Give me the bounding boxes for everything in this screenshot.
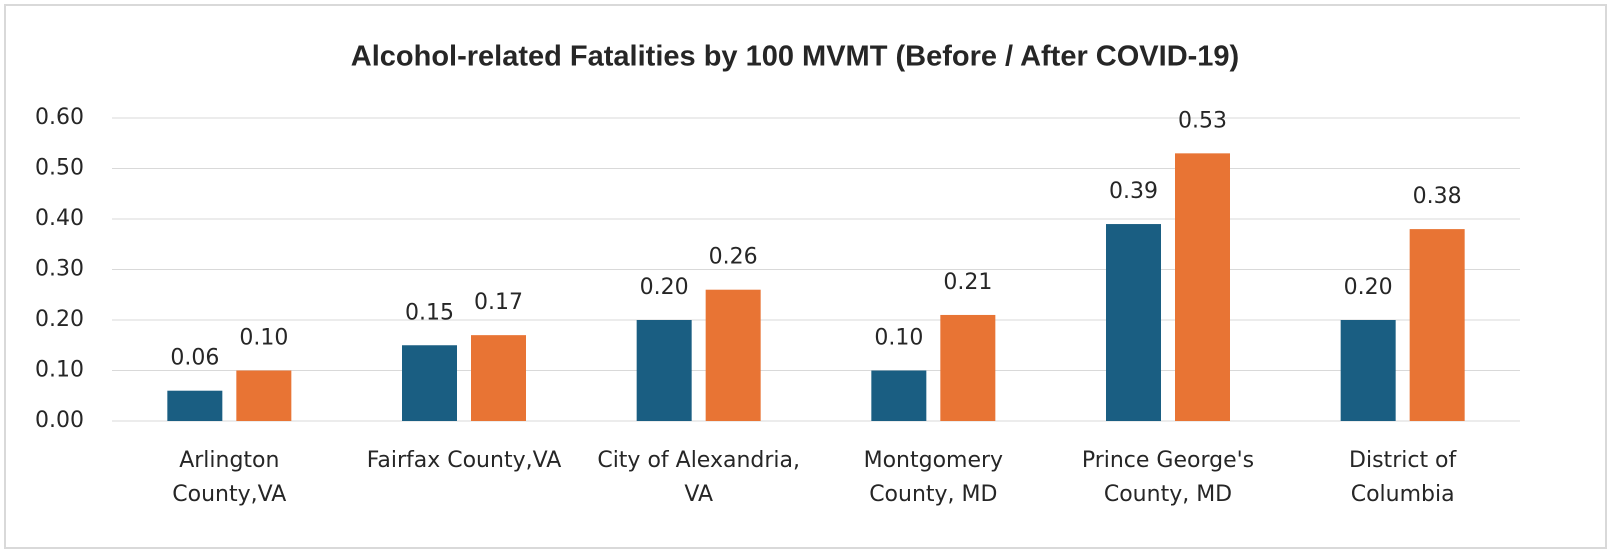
x-tick-label: Montgomery [864, 448, 1003, 473]
bar [1106, 224, 1161, 421]
chart-border [4, 4, 1607, 549]
data-label: 0.15 [405, 300, 454, 325]
bar [1409, 229, 1465, 421]
x-tick-label: District of [1349, 448, 1457, 473]
x-tick-label: City of Alexandria, [597, 448, 800, 473]
bar [167, 390, 223, 421]
data-label: 0.20 [640, 275, 689, 300]
data-label: 0.21 [943, 270, 992, 295]
bar [236, 370, 292, 421]
bar [940, 314, 996, 421]
y-tick-label: 0.20 [35, 307, 84, 332]
bar [1175, 153, 1230, 421]
x-tick-label: Arlington [179, 448, 279, 473]
x-tick-label: County, MD [1104, 482, 1232, 507]
bar [471, 335, 526, 421]
data-label: 0.06 [170, 346, 219, 371]
y-tick-label: 0.10 [35, 358, 84, 383]
x-tick-label: Fairfax County,VA [367, 448, 562, 473]
data-label: 0.26 [709, 245, 758, 270]
data-label: 0.10 [239, 326, 288, 351]
y-tick-label: 0.40 [35, 206, 84, 231]
data-label: 0.10 [874, 326, 923, 351]
x-tick-label: Prince George's [1082, 448, 1254, 473]
y-tick-label: 0.30 [35, 257, 84, 282]
data-label: 0.38 [1413, 184, 1462, 209]
x-tick-label: County,VA [172, 482, 286, 507]
data-label: 0.53 [1178, 108, 1227, 133]
y-tick-label: 0.50 [35, 156, 84, 181]
bar [1340, 320, 1396, 421]
x-tick-label: VA [684, 482, 713, 507]
x-tick-label: County, MD [869, 482, 997, 507]
bar [636, 320, 692, 421]
data-label: 0.39 [1109, 179, 1158, 204]
bar [402, 345, 457, 421]
data-label: 0.17 [474, 290, 523, 315]
y-tick-label: 0.00 [35, 408, 84, 433]
chart-title: Alcohol-related Fatalities by 100 MVMT (… [351, 41, 1239, 73]
data-label: 0.20 [1344, 275, 1393, 300]
x-tick-label: Columbia [1351, 482, 1455, 507]
bar [705, 289, 761, 421]
bar [871, 370, 927, 421]
y-tick-label: 0.60 [35, 105, 84, 130]
